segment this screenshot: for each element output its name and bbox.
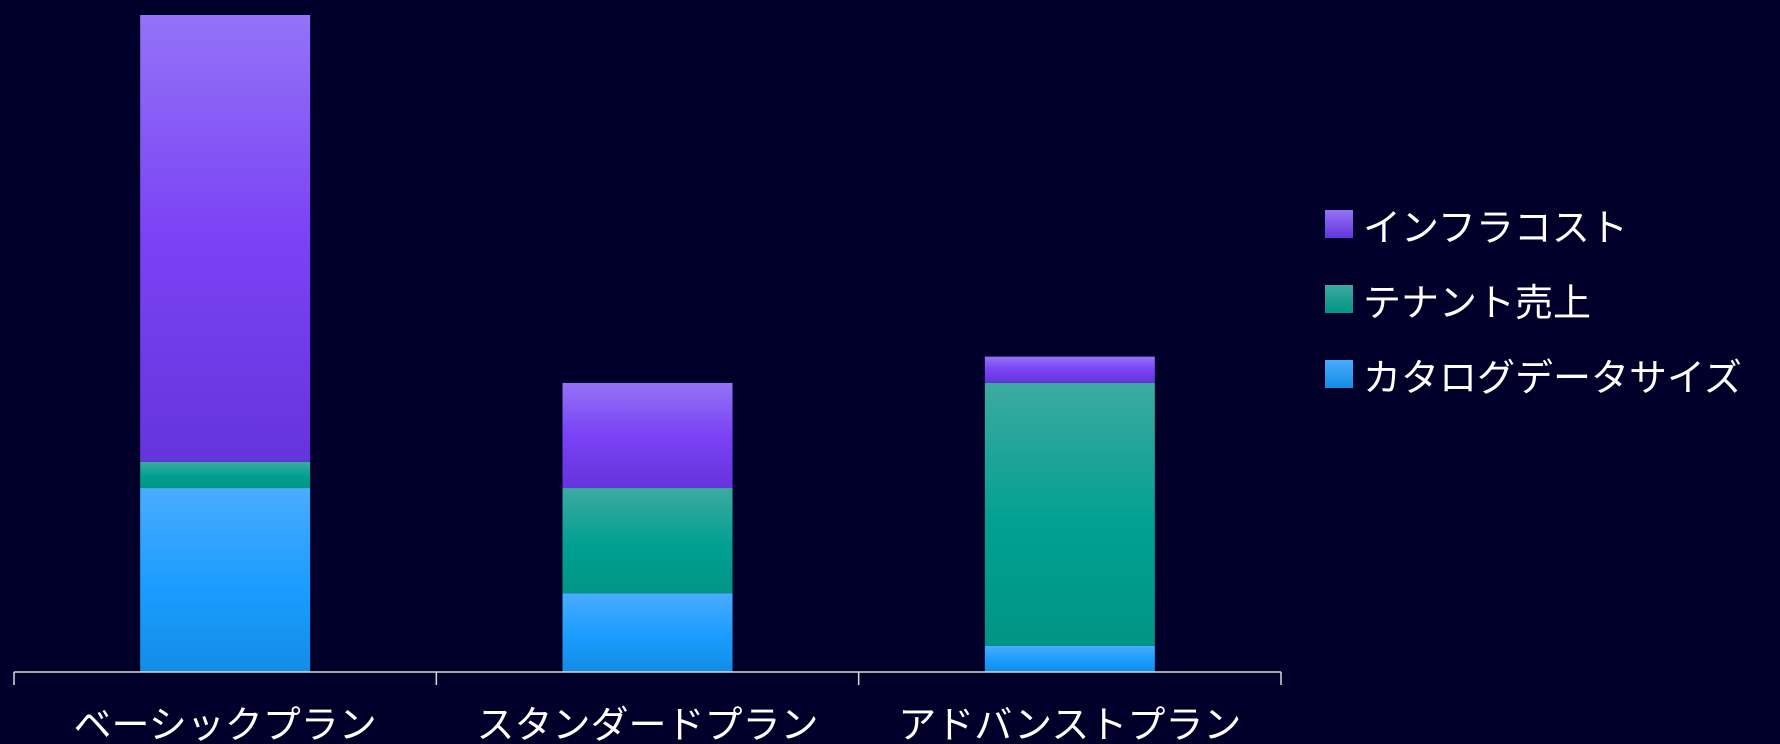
x-tick-label: スタンダードプラン <box>476 703 818 744</box>
bar-segment <box>140 488 311 672</box>
legend-label: カタログデータサイズ <box>1363 355 1742 400</box>
legend-item-infra-cost: インフラコスト <box>1325 206 1742 250</box>
x-tick-label: アドバンストプラン <box>898 703 1241 744</box>
bar-segment <box>562 593 733 672</box>
legend-swatch <box>1325 360 1353 388</box>
x-tick-labels: ベーシックプラン スタンダードプラン アドバンストプラン <box>74 703 1242 744</box>
legend-swatch <box>1325 285 1353 313</box>
bar-segment <box>140 461 311 489</box>
legend: インフラコスト テナント売上 カタログデータサイズ <box>1325 206 1742 431</box>
x-axis <box>13 671 1282 685</box>
bar-segment <box>984 382 1155 646</box>
legend-item-tenant-sales: テナント売上 <box>1325 281 1742 325</box>
x-tick-label: ベーシックプラン <box>74 703 377 744</box>
bar-segment <box>984 645 1155 672</box>
legend-item-catalog-data-size: カタログデータサイズ <box>1325 356 1742 400</box>
legend-label: テナント売上 <box>1363 280 1592 325</box>
legend-label: インフラコスト <box>1363 205 1628 250</box>
bar-segment <box>984 356 1155 383</box>
bars-layer <box>140 15 1155 672</box>
bar-segment <box>140 15 311 462</box>
bar-segment <box>562 488 733 594</box>
bar-segment <box>562 382 733 489</box>
legend-swatch <box>1325 210 1353 238</box>
